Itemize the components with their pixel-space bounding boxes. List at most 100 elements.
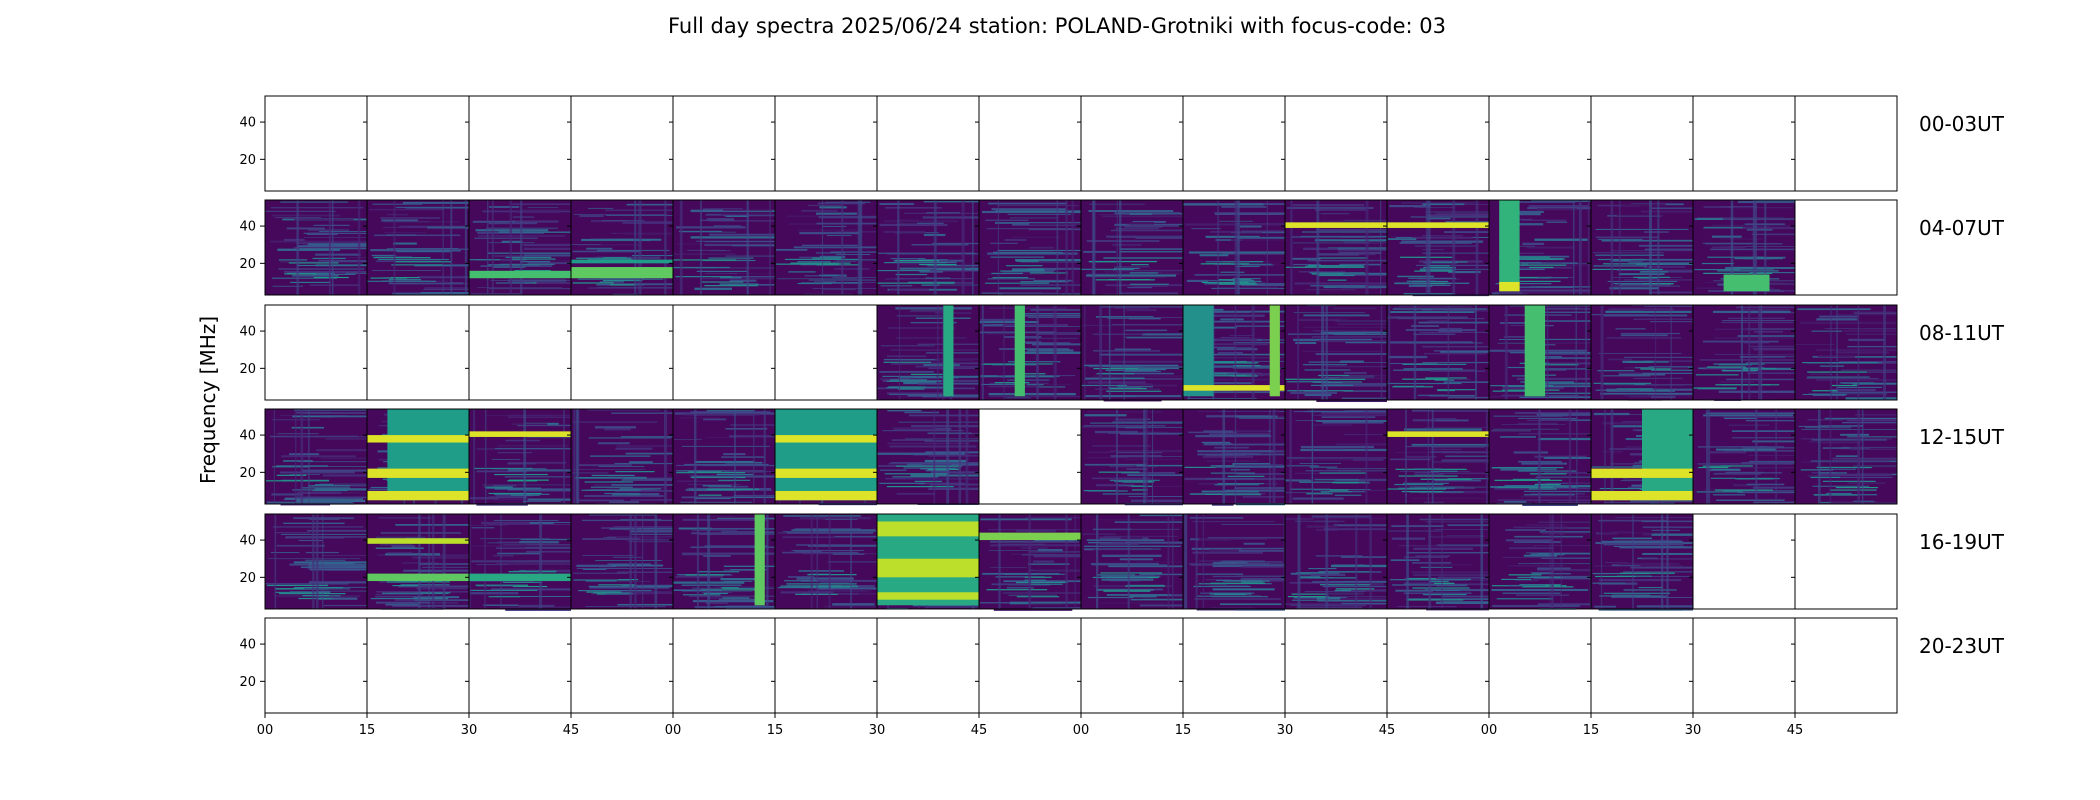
noise-stripe — [1506, 584, 1545, 587]
row-label: 00-03UT — [1919, 112, 2005, 136]
noise-stripe — [1311, 273, 1344, 275]
empty-panel — [1794, 513, 1898, 610]
noise-stripe — [586, 247, 613, 250]
x-tick-label: 15 — [1175, 723, 1192, 738]
noise-stripe — [611, 481, 634, 483]
noise-stripe — [1435, 601, 1489, 604]
panel-background — [1081, 618, 1183, 713]
noise-stripe — [477, 585, 519, 587]
noise-stripe — [517, 424, 571, 427]
noise-stripe — [1530, 286, 1591, 287]
noise-stripe — [1241, 230, 1285, 233]
noise-stripe — [895, 259, 940, 262]
y-tick-label: 20 — [239, 362, 256, 377]
noise-stripe — [1299, 575, 1321, 579]
noise-stripe — [1084, 414, 1127, 417]
noise-stripe — [782, 551, 859, 554]
noise-stripe — [796, 577, 854, 580]
noise-stripe — [476, 503, 528, 506]
noise-stripe — [1500, 286, 1574, 289]
noise-stripe — [820, 582, 850, 584]
noise-stripe — [1714, 354, 1795, 355]
noise-stripe — [988, 550, 1059, 551]
noise-stripe — [487, 542, 560, 544]
noise-stripe — [1098, 471, 1140, 473]
noise-stripe — [1434, 582, 1455, 584]
noise-stripe — [910, 309, 953, 311]
noise-stripe — [910, 474, 979, 477]
noise-stripe — [1029, 223, 1081, 226]
noise-stripe — [611, 484, 673, 486]
noise-stripe — [1003, 573, 1065, 575]
noise-stripe — [818, 588, 877, 590]
noise-stripe — [731, 245, 775, 247]
noise-stripe — [297, 491, 342, 495]
noise-stripe — [1442, 491, 1489, 492]
noise-stripe — [1406, 280, 1436, 282]
noise-stripe — [1090, 422, 1183, 424]
noise-stripe — [1230, 239, 1285, 241]
noise-stripe — [1423, 266, 1456, 269]
noise-stripe — [1202, 455, 1254, 458]
noise-stripe — [494, 255, 537, 257]
noise-streak — [469, 514, 472, 609]
noise-stripe — [523, 254, 571, 257]
noise-stripe — [1712, 494, 1746, 496]
x-tick-label: 45 — [1787, 723, 1804, 738]
panel-background — [877, 96, 979, 191]
noise-stripe — [1114, 212, 1181, 214]
noise-stripe — [320, 483, 367, 485]
noise-stripe — [1710, 477, 1737, 479]
noise-stripe — [786, 215, 877, 217]
noise-stripe — [1539, 531, 1591, 533]
noise-stripe — [1205, 579, 1231, 581]
noise-stripe — [1537, 569, 1591, 572]
noise-stripe — [1341, 556, 1387, 558]
noise-stripe — [681, 445, 770, 447]
noise-stripe — [1198, 560, 1245, 563]
noise-stripe — [1613, 282, 1643, 285]
noise-stripe — [812, 288, 877, 290]
noise-stripe — [290, 466, 367, 467]
noise-stripe — [491, 588, 571, 591]
noise-streak — [315, 514, 319, 609]
noise-stripe — [1111, 324, 1183, 326]
noise-stripe — [832, 277, 877, 278]
noise-stripe — [1847, 436, 1897, 438]
noise-stripe — [275, 588, 304, 590]
noise-stripe — [1513, 541, 1561, 544]
noise-stripe — [278, 259, 308, 261]
noise-stripe — [1003, 580, 1081, 583]
noise-stripe — [312, 273, 356, 275]
noise-stripe — [702, 208, 743, 211]
noise-stripe — [1114, 229, 1183, 231]
noise-streak — [679, 200, 683, 295]
noise-stripe — [1713, 472, 1762, 475]
noise-stripe — [1498, 293, 1528, 296]
noise-stripe — [1519, 584, 1561, 586]
noise-stripe — [1619, 572, 1675, 574]
y-tick-label: 40 — [239, 534, 256, 549]
noise-stripe — [908, 414, 979, 417]
noise-stripe — [688, 595, 775, 597]
noise-stripe — [1509, 544, 1532, 546]
spectrogram-panel — [876, 199, 980, 296]
noise-stripe — [599, 278, 645, 280]
emission-burst — [1269, 305, 1280, 397]
noise-stripe — [880, 285, 913, 287]
noise-stripe — [1004, 375, 1060, 377]
noise-stripe — [1010, 601, 1081, 604]
noise-stripe — [575, 257, 632, 259]
noise-streak — [500, 514, 502, 609]
noise-stripe — [1643, 231, 1669, 233]
noise-stripe — [1448, 396, 1489, 399]
noise-stripe — [1088, 210, 1174, 212]
noise-streak — [1321, 305, 1325, 400]
empty-panel — [1182, 617, 1286, 714]
noise-stripe — [1707, 256, 1764, 258]
noise-stripe — [1320, 491, 1353, 493]
noise-stripe — [1311, 515, 1371, 518]
noise-stripe — [1809, 441, 1862, 443]
noise-stripe — [830, 251, 877, 253]
noise-stripe — [1413, 547, 1474, 550]
